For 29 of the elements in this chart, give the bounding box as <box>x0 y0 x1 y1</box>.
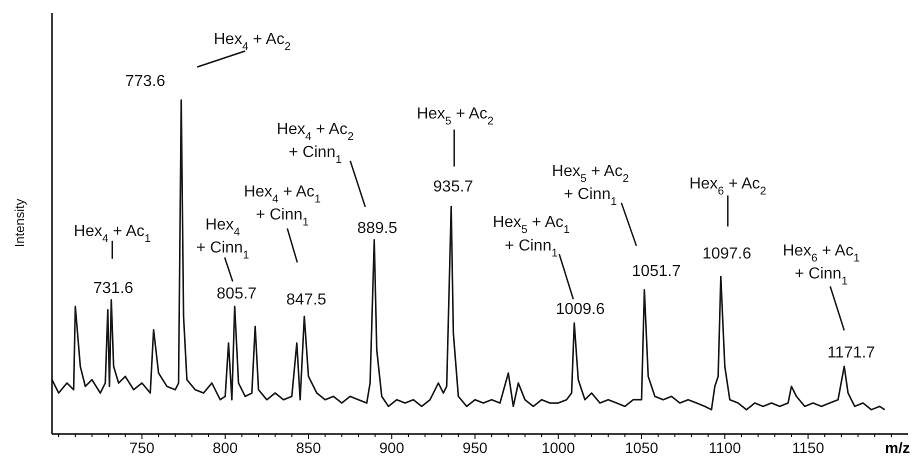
y-axis-title: Intensity <box>12 198 27 248</box>
x-tick-label: 900 <box>379 440 404 457</box>
x-tick-label: 1100 <box>708 440 741 457</box>
annotation: 1171.7 <box>827 344 876 362</box>
annotation: 889.5 <box>357 220 398 237</box>
annotation: 935.7 <box>433 178 474 196</box>
annotation: Hex$_{6}$ + Ac$_{1}$ + Cinn$_{1}$ <box>782 242 860 288</box>
annotation: Hex$_{5}$ + Ac$_{2}$ + Cinn$_{1}$ <box>552 162 629 208</box>
annotation: 1051.7 <box>632 262 681 280</box>
x-tick-label: 1000 <box>542 440 575 457</box>
annotation: 1097.6 <box>702 245 752 262</box>
x-tick-label: 1150 <box>792 440 824 457</box>
x-tick-label: 1050 <box>624 440 658 457</box>
annotation: 773.6 <box>125 73 166 90</box>
x-tick-label: 950 <box>462 440 488 457</box>
annotation: 1009.6 <box>556 301 605 318</box>
annotation: 805.7 <box>216 285 257 302</box>
annotation: 731.6 <box>93 280 134 297</box>
x-axis-title: m/z <box>884 440 910 457</box>
x-tick-label: 750 <box>129 440 154 457</box>
x-tick-label: 850 <box>296 440 321 457</box>
x-tick-label: 800 <box>212 440 238 457</box>
annotation: Hex$_{4}$ + Ac$_{2}$ + Cinn$_{1}$ <box>276 120 354 166</box>
annotation: Hex$_{5}$ + Ac$_{2}$ <box>416 106 494 128</box>
annotation: Hex$_{4}$ + Ac$_{1}$ <box>74 222 151 245</box>
annotation: Hex$_{5}$ + Ac$_{1}$ + Cinn$_{1}$ <box>492 214 570 260</box>
text: Hex$_{4}$ + Ac$_{2}$ <box>214 31 291 53</box>
annotation: 847.5 <box>286 291 326 308</box>
annotation: Hex$_{6}$ + Ac$_{2}$ <box>689 175 766 198</box>
